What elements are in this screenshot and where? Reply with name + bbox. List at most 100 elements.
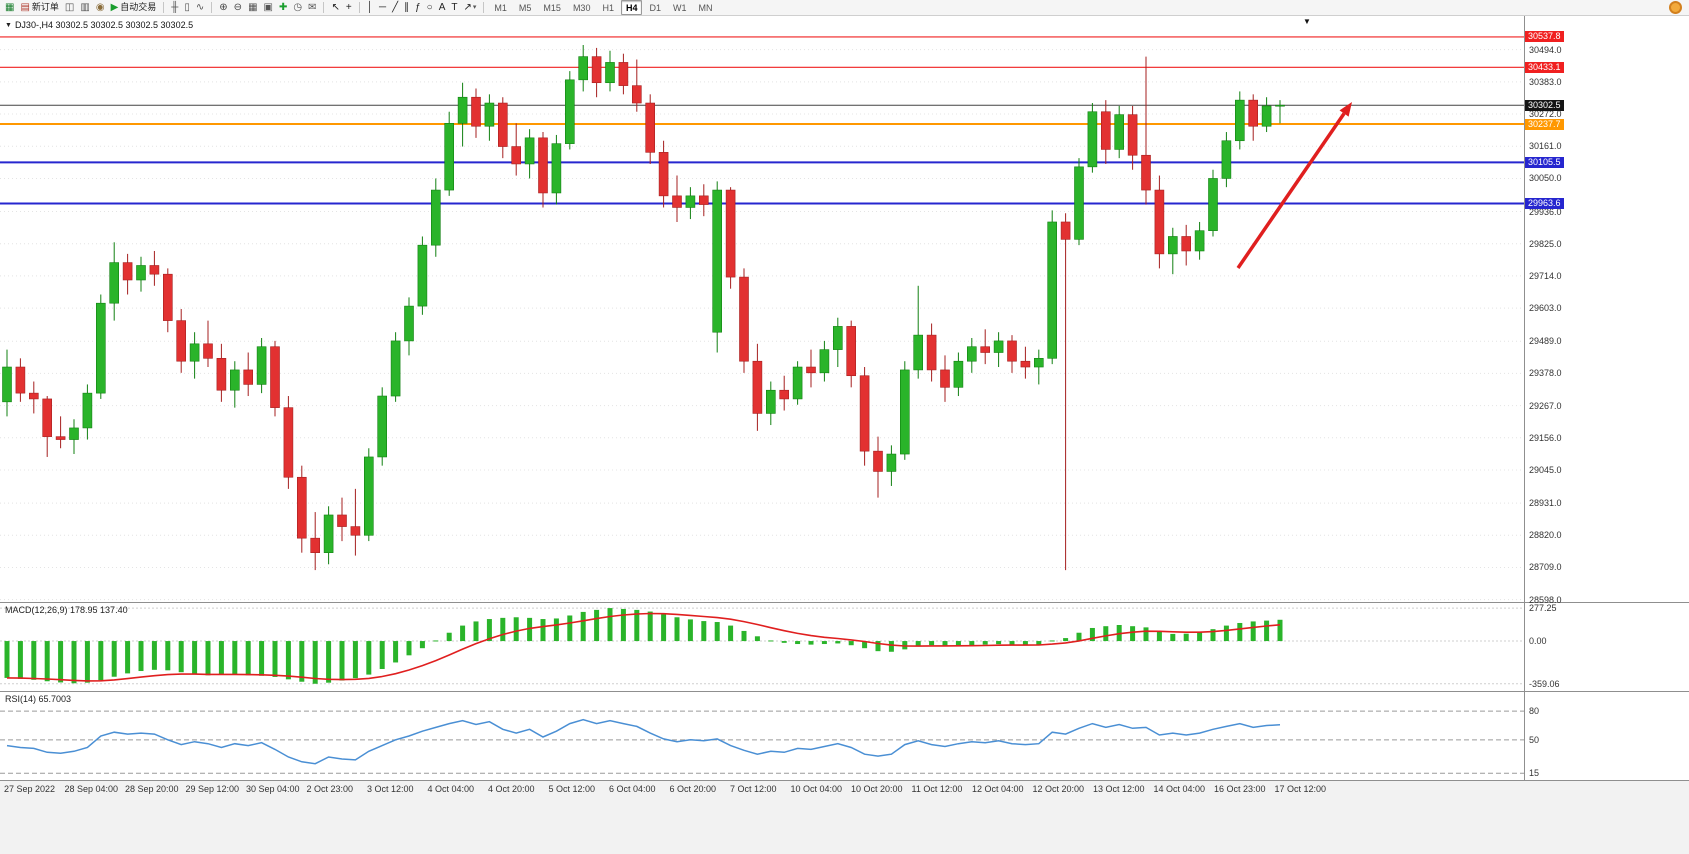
profiles-icon: ▥: [80, 1, 90, 13]
autotrading-button-label: 自动交易: [120, 2, 157, 12]
candle: [484, 94, 495, 141]
candle: [725, 187, 736, 289]
profiles-icon[interactable]: ▥: [78, 1, 91, 14]
time-axis-label: 17 Oct 12:00: [1274, 784, 1327, 794]
candle: [524, 129, 535, 179]
timeframe-h1[interactable]: H1: [602, 2, 614, 13]
vertical-line-icon[interactable]: │: [365, 1, 375, 14]
alerts-icon[interactable]: ◉: [94, 1, 107, 14]
candle: [1181, 224, 1191, 266]
level-price-badge: 30237.7: [1525, 118, 1564, 130]
timeframe-d1[interactable]: D1: [649, 2, 661, 13]
period-clock-icon[interactable]: ◷: [291, 1, 304, 14]
bar-chart-icon[interactable]: ╫: [169, 1, 180, 14]
candle: [926, 323, 937, 382]
period-clock-icon: ◷: [293, 1, 303, 13]
cursor-icon[interactable]: ↖: [329, 1, 341, 14]
candle: [685, 187, 696, 220]
candle: [511, 123, 522, 176]
chart-window-icon[interactable]: ◫: [63, 1, 76, 14]
candle: [806, 349, 816, 388]
new-chart-icon[interactable]: ▦: [3, 1, 16, 14]
vertical-line-icon: │: [366, 1, 373, 13]
chart-shift-marker[interactable]: ▼: [1303, 17, 1311, 26]
candle: [96, 294, 106, 399]
candles-layer: [2, 45, 1285, 571]
candle: [940, 355, 950, 402]
rsi-chart-canvas[interactable]: [0, 692, 1524, 780]
timeframe-m15[interactable]: M15: [543, 2, 561, 13]
timeframe-m1[interactable]: M1: [494, 2, 507, 13]
autotrading-button[interactable]: ▶ 自动交易: [109, 1, 159, 14]
time-axis-label: 6 Oct 20:00: [669, 784, 717, 794]
time-axis-label: 6 Oct 04:00: [609, 784, 656, 794]
channel-icon: ∥: [404, 1, 410, 13]
mail-icon[interactable]: ✉: [306, 1, 318, 14]
candle: [739, 268, 749, 373]
new-order-icon: ▤: [20, 1, 30, 13]
candle: [149, 250, 160, 286]
zoom-in-icon[interactable]: ⊕: [217, 1, 229, 14]
price-grid: [0, 49, 1524, 601]
candlestick-chart-icon: ▯: [184, 1, 190, 13]
notification-icon[interactable]: [1669, 1, 1682, 14]
chart-area: [0, 16, 1689, 781]
macd-chart-canvas[interactable]: [0, 603, 1524, 691]
candle: [1034, 349, 1044, 385]
timeframe-h4[interactable]: H4: [620, 0, 643, 15]
fibonacci-icon: ƒ: [415, 1, 421, 13]
new-order-button[interactable]: ▤ 新订单: [18, 1, 60, 14]
price-axis-label: 29825.0: [1529, 238, 1562, 249]
candle: [216, 343, 227, 402]
shapes-icon[interactable]: ○: [425, 1, 435, 14]
price-chart-canvas[interactable]: [0, 16, 1524, 602]
candle: [765, 381, 776, 426]
zoom-out-icon[interactable]: ⊖: [232, 1, 244, 14]
price-axis-label: 30494.0: [1529, 44, 1562, 55]
timeframe-mn[interactable]: MN: [698, 2, 713, 13]
candle: [1208, 169, 1218, 237]
candle: [1087, 103, 1098, 173]
candle: [1007, 335, 1017, 373]
arrow-objects-icon[interactable]: T: [449, 1, 459, 14]
candle: [993, 332, 1004, 368]
alerts-icon: ◉: [95, 1, 105, 13]
add-indicator-icon[interactable]: ✚: [277, 1, 289, 14]
candle: [42, 396, 53, 457]
candle: [256, 338, 267, 394]
price-axis-label: 29489.0: [1529, 336, 1562, 347]
macd-histogram: [4, 608, 1283, 684]
channel-icon[interactable]: ∥: [402, 1, 411, 14]
candle: [631, 59, 642, 112]
candle: [1275, 100, 1285, 124]
trendline-icon[interactable]: ╱: [390, 1, 400, 14]
timeframe-w1[interactable]: W1: [673, 2, 687, 13]
pane-divider[interactable]: [0, 691, 1689, 692]
arrows-dropdown-icon[interactable]: ↗ ▾: [461, 1, 478, 14]
cascade-windows-icon[interactable]: ▣: [262, 1, 275, 14]
text-label-icon[interactable]: A: [437, 1, 448, 14]
pane-divider[interactable]: [0, 602, 1689, 603]
timeframe-m5[interactable]: M5: [518, 2, 532, 13]
candle: [203, 320, 213, 368]
candle: [779, 375, 790, 411]
candle: [618, 53, 629, 95]
tile-windows-icon[interactable]: ▦: [246, 1, 259, 14]
candle: [1248, 94, 1258, 141]
time-axis[interactable]: [0, 781, 1689, 854]
collapse-chart-icon[interactable]: ▼: [5, 21, 12, 29]
macd-axis-label: 277.25: [1529, 603, 1557, 614]
trend-arrow-annotation[interactable]: [1236, 102, 1352, 269]
crosshair-icon[interactable]: +: [344, 1, 354, 14]
candle: [430, 178, 441, 257]
candlestick-chart-icon[interactable]: ▯: [182, 1, 192, 14]
rsi-axis-label: 80: [1529, 706, 1540, 717]
candle: [243, 352, 253, 397]
pane-divider[interactable]: [0, 780, 1689, 781]
fibonacci-icon[interactable]: ƒ: [413, 1, 423, 14]
trendline-icon: ╱: [392, 1, 399, 13]
line-chart-icon[interactable]: ∿: [194, 1, 206, 14]
timeframe-m30[interactable]: M30: [572, 2, 591, 13]
horizontal-line-icon[interactable]: ─: [377, 1, 388, 14]
